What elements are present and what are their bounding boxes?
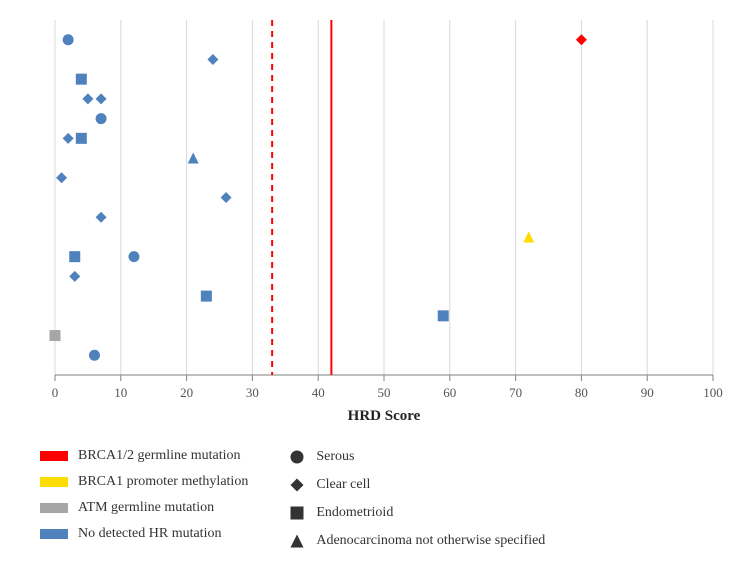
- data-point: [438, 310, 449, 321]
- scatter-chart: 0 10 20 30 40 50 60 70 80 90 100 HRD Score: [10, 10, 733, 430]
- triangle-icon: [291, 535, 304, 548]
- x-tick-label: 90: [641, 385, 654, 400]
- legend-color-label: BRCA1 promoter methylation: [78, 474, 248, 490]
- x-axis-label: HRD Score: [348, 408, 421, 424]
- legend-color-label: BRCA1/2 germline mutation: [78, 448, 241, 464]
- data-point: [50, 330, 61, 341]
- data-point: [76, 133, 87, 144]
- circle-icon: [291, 451, 304, 464]
- x-tick-label: 70: [509, 385, 522, 400]
- legend-color-swatch: [40, 503, 68, 513]
- x-tick-label: 0: [52, 385, 59, 400]
- legend-color-swatch: [40, 529, 68, 539]
- legend-shape-row: Clear cell: [288, 476, 545, 494]
- legend-color-row: No detected HR mutation: [40, 526, 248, 542]
- legend-color-row: BRCA1/2 germline mutation: [40, 448, 248, 464]
- legend-shape-label: Clear cell: [316, 477, 370, 493]
- square-icon: [291, 507, 304, 520]
- legend-colors: BRCA1/2 germline mutation BRCA1 promoter …: [40, 448, 248, 550]
- data-point: [89, 350, 100, 361]
- legend-shape-swatch: [288, 448, 306, 466]
- data-point: [96, 113, 107, 124]
- legend-color-swatch: [40, 451, 68, 461]
- legend-color-row: BRCA1 promoter methylation: [40, 474, 248, 490]
- x-tick-label: 60: [443, 385, 456, 400]
- data-point: [76, 74, 87, 85]
- legend-color-swatch: [40, 477, 68, 487]
- legend-shape-swatch: [288, 504, 306, 522]
- x-tick-label: 80: [575, 385, 588, 400]
- legend-shape-row: Serous: [288, 448, 545, 466]
- legend-color-row: ATM germline mutation: [40, 500, 248, 516]
- legend-shape-row: Adenocarcinoma not otherwise specified: [288, 532, 545, 550]
- legend-shapes: Serous Clear cell Endometrioid Adenocarcino…: [288, 448, 545, 550]
- data-point: [201, 291, 212, 302]
- legend-shape-label: Serous: [316, 449, 354, 465]
- legend: BRCA1/2 germline mutation BRCA1 promoter …: [40, 448, 733, 550]
- diamond-icon: [291, 479, 304, 492]
- legend-shape-row: Endometrioid: [288, 504, 545, 522]
- legend-shape-swatch: [288, 476, 306, 494]
- legend-color-label: No detected HR mutation: [78, 526, 221, 542]
- legend-shape-swatch: [288, 532, 306, 550]
- legend-color-label: ATM germline mutation: [78, 500, 214, 516]
- legend-shape-label: Endometrioid: [316, 505, 393, 521]
- data-point: [128, 251, 139, 262]
- data-point: [69, 251, 80, 262]
- x-tick-label: 40: [312, 385, 325, 400]
- legend-shape-label: Adenocarcinoma not otherwise specified: [316, 533, 545, 549]
- x-tick-label: 20: [180, 385, 193, 400]
- chart-container: 0 10 20 30 40 50 60 70 80 90 100 HRD Score BRCA1/2 …: [10, 10, 733, 550]
- x-tick-label: 30: [246, 385, 259, 400]
- x-tick-label: 100: [703, 385, 723, 400]
- x-tick-label: 10: [114, 385, 127, 400]
- x-tick-label: 50: [378, 385, 391, 400]
- data-point: [63, 34, 74, 45]
